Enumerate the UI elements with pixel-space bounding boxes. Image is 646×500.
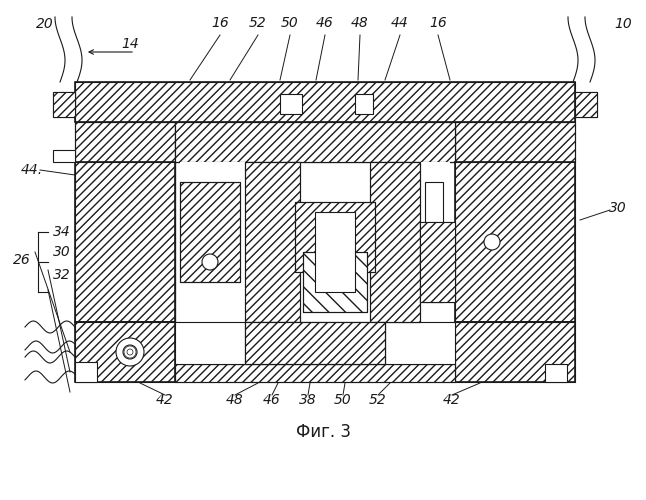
Text: 48: 48 bbox=[226, 393, 244, 407]
Bar bbox=[355, 94, 373, 114]
Bar bbox=[575, 92, 597, 117]
Bar bbox=[75, 322, 175, 382]
Bar bbox=[75, 122, 175, 162]
Bar bbox=[303, 252, 367, 312]
Bar bbox=[180, 162, 245, 322]
Bar bbox=[75, 162, 175, 322]
Text: 50: 50 bbox=[334, 393, 352, 407]
Bar bbox=[455, 162, 575, 322]
Bar bbox=[75, 122, 175, 162]
Bar bbox=[180, 182, 240, 282]
Bar bbox=[175, 162, 455, 322]
Text: 20: 20 bbox=[36, 17, 54, 31]
Text: 34: 34 bbox=[53, 225, 71, 239]
Bar bbox=[545, 364, 567, 382]
Bar bbox=[245, 162, 300, 322]
Bar bbox=[75, 362, 97, 382]
Bar bbox=[175, 122, 455, 162]
Text: 44: 44 bbox=[391, 16, 409, 30]
Bar bbox=[175, 322, 245, 364]
Bar bbox=[420, 162, 450, 322]
Bar bbox=[295, 202, 375, 272]
Text: 14: 14 bbox=[121, 37, 139, 51]
Bar bbox=[245, 322, 385, 364]
Bar bbox=[370, 162, 420, 322]
Text: 42: 42 bbox=[156, 393, 174, 407]
Circle shape bbox=[116, 338, 144, 366]
Text: 38: 38 bbox=[299, 393, 317, 407]
Circle shape bbox=[123, 345, 137, 359]
Bar bbox=[245, 162, 300, 322]
Text: 32: 32 bbox=[53, 268, 71, 282]
Bar bbox=[280, 94, 302, 114]
Bar bbox=[455, 162, 575, 322]
Bar bbox=[180, 182, 240, 282]
Bar bbox=[575, 92, 597, 117]
Bar bbox=[455, 122, 575, 162]
Bar bbox=[315, 212, 355, 292]
Bar bbox=[53, 150, 75, 162]
Text: Фиг. 3: Фиг. 3 bbox=[295, 423, 351, 441]
Text: 26: 26 bbox=[13, 253, 31, 267]
Text: 46: 46 bbox=[263, 393, 281, 407]
Bar bbox=[455, 322, 575, 382]
Bar bbox=[53, 92, 75, 117]
Text: 16: 16 bbox=[211, 16, 229, 30]
Bar bbox=[75, 322, 175, 382]
Bar bbox=[370, 162, 420, 322]
Bar bbox=[425, 182, 443, 302]
Bar bbox=[53, 92, 75, 117]
Bar bbox=[303, 252, 367, 312]
Text: 44.: 44. bbox=[21, 163, 43, 177]
Bar bbox=[75, 82, 575, 122]
Text: 52: 52 bbox=[369, 393, 387, 407]
Bar bbox=[175, 122, 455, 162]
Circle shape bbox=[484, 234, 500, 250]
Bar bbox=[455, 322, 575, 382]
Bar bbox=[75, 162, 175, 322]
Bar bbox=[385, 322, 455, 364]
Text: 16: 16 bbox=[429, 16, 447, 30]
Text: 30: 30 bbox=[53, 245, 71, 259]
Bar bbox=[175, 364, 455, 382]
Text: 30: 30 bbox=[609, 201, 627, 215]
Circle shape bbox=[202, 254, 218, 270]
Bar bbox=[420, 222, 455, 302]
Bar bbox=[245, 322, 385, 364]
Bar bbox=[175, 364, 455, 382]
Text: 46: 46 bbox=[316, 16, 334, 30]
Bar bbox=[455, 122, 575, 162]
Bar bbox=[295, 202, 375, 272]
Bar bbox=[75, 82, 575, 122]
Text: 42: 42 bbox=[443, 393, 461, 407]
Text: 10: 10 bbox=[614, 17, 632, 31]
Text: 52: 52 bbox=[249, 16, 267, 30]
Text: 48: 48 bbox=[351, 16, 369, 30]
Bar bbox=[420, 222, 455, 302]
Text: 50: 50 bbox=[281, 16, 299, 30]
